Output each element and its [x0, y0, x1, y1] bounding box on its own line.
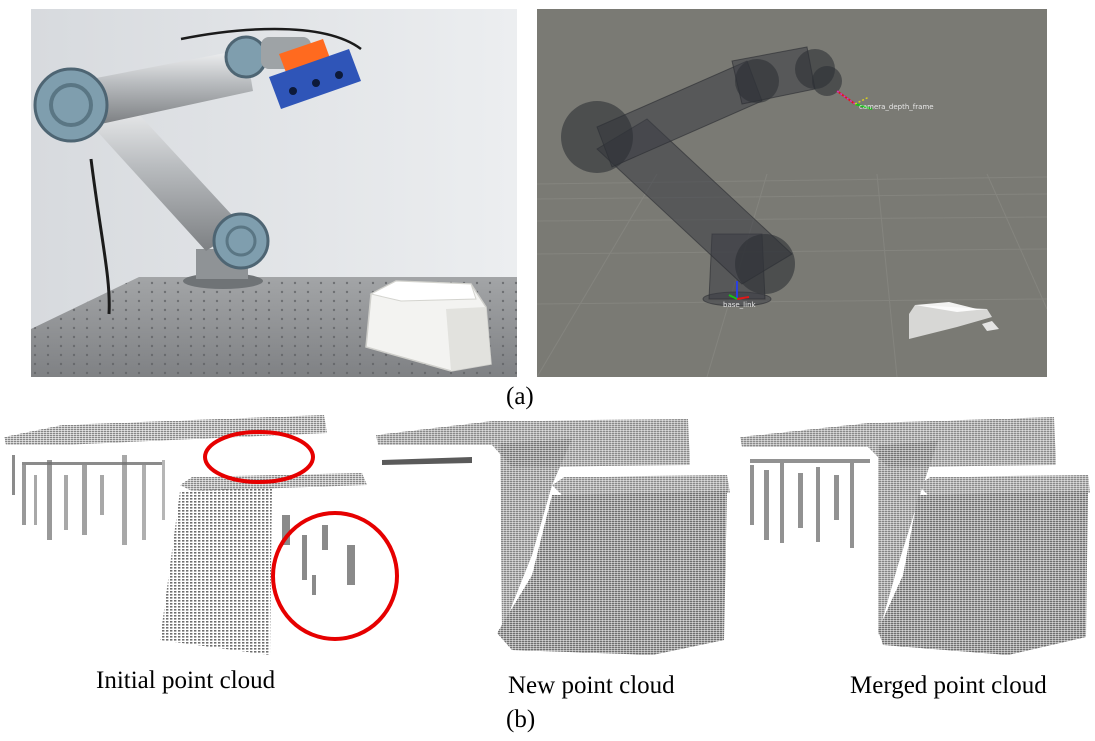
camera-mount	[279, 39, 331, 75]
shoulder-joint	[33, 67, 109, 143]
new-point-cloud	[376, 419, 730, 655]
camera-frame-label: camera_depth_frame	[859, 103, 934, 111]
robot-photo	[31, 9, 517, 377]
highlight-circle	[271, 511, 399, 641]
rviz-point-cloud	[909, 302, 999, 339]
caption-b: (b)	[506, 706, 536, 733]
base-frame-axes	[728, 281, 750, 300]
new-point-cloud-label: New point cloud	[508, 672, 675, 699]
camera-frame-axes	[836, 90, 873, 110]
initial-point-cloud	[4, 415, 399, 655]
upper-arm-link	[91, 49, 253, 124]
rviz-view: base_link camera_depth_frame	[537, 9, 1047, 377]
merged-point-cloud	[740, 417, 1090, 655]
merged-point-cloud-label: Merged point cloud	[850, 672, 1047, 699]
wrist-joint	[224, 35, 268, 79]
elbow-joint	[212, 212, 270, 270]
cable	[180, 27, 362, 51]
lower-arm-link	[86, 97, 243, 251]
highlight-circle	[203, 430, 315, 484]
cable	[89, 158, 111, 315]
initial-point-cloud-label: Initial point cloud	[96, 667, 276, 694]
base-frame-label: base_link	[723, 301, 757, 309]
caption-a: (a)	[506, 383, 534, 410]
